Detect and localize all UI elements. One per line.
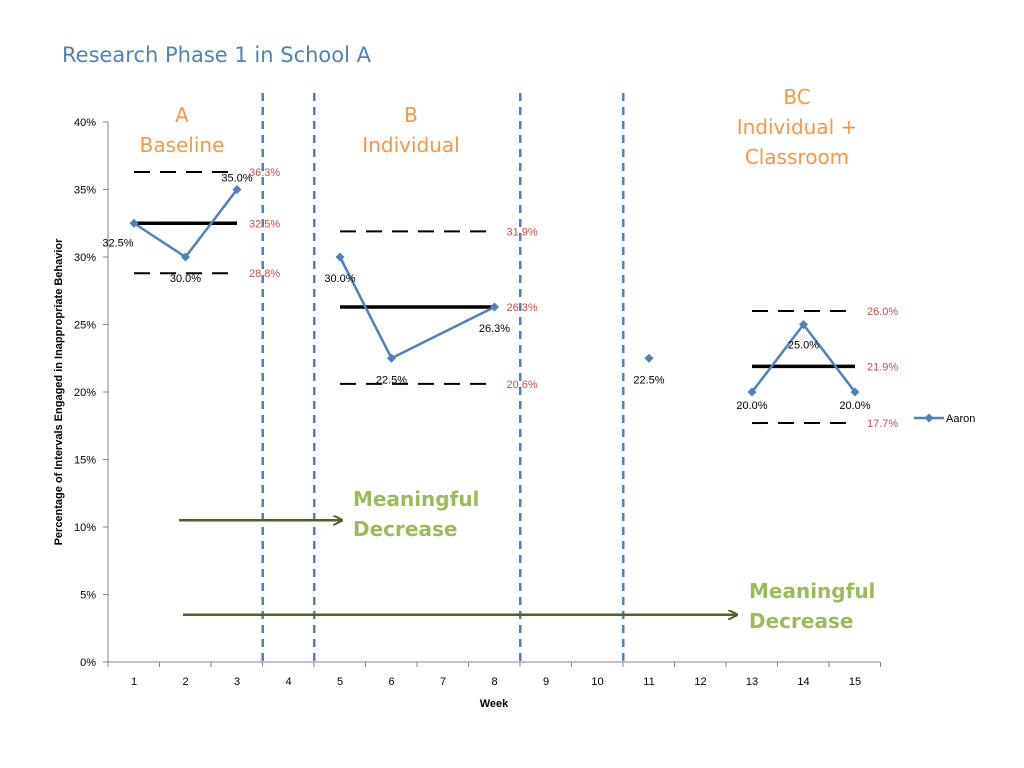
- x-tick-label: 5: [337, 676, 343, 688]
- data-label: 30.0%: [170, 273, 201, 285]
- slide-title: Research Phase 1 in School A: [62, 43, 372, 67]
- x-tick-label: 1: [131, 676, 137, 688]
- x-tick-label: 13: [746, 676, 758, 688]
- data-point-marker: [335, 252, 345, 262]
- data-label: 26.3%: [479, 323, 510, 335]
- data-point-marker: [387, 353, 396, 363]
- data-point-marker: [181, 252, 190, 262]
- phase-header-line: A: [175, 103, 189, 127]
- x-tick-label: 9: [543, 676, 549, 688]
- reference-value-label: 26.3%: [507, 302, 538, 314]
- reference-value-label: 21.9%: [867, 361, 898, 373]
- y-axis-label: Percentage of Intervals Engaged in Inapp…: [53, 238, 65, 546]
- x-tick-label: 8: [491, 676, 497, 688]
- annotation-arrows: [179, 520, 737, 615]
- reference-value-label: 28.8%: [249, 268, 280, 280]
- y-axis: 0% 5% 10% 15% 20% 25% 30% 35% 40%: [74, 117, 109, 669]
- reference-value-label: 31.9%: [507, 226, 538, 238]
- x-tick-label: 7: [440, 676, 446, 688]
- data-label: 32.5%: [102, 237, 133, 249]
- phase-header-line: Classroom: [745, 145, 849, 169]
- reference-value-label: 32.5%: [249, 218, 280, 230]
- reference-value-label: 36.3%: [249, 167, 280, 179]
- phase-header-1: B Individual: [362, 103, 459, 157]
- x-axis: 1 2 3 4 5 6 7 8 9 10 11 12 13 14 15: [107, 661, 881, 688]
- x-tick-label: 12: [694, 676, 706, 688]
- x-tick-label: 4: [285, 676, 291, 688]
- data-point-marker: [129, 218, 139, 228]
- annotation-line: Decrease: [749, 609, 853, 633]
- phase-header-0: A Baseline: [140, 103, 225, 157]
- data-label: 25.0%: [788, 340, 819, 352]
- data-label: 35.0%: [221, 173, 252, 185]
- reference-value-label: 26.0%: [867, 306, 898, 318]
- annotation-line: Decrease: [353, 517, 457, 541]
- data-point-marker: [747, 387, 757, 397]
- x-axis-label: Week: [480, 698, 509, 710]
- legend-marker: [924, 413, 934, 423]
- data-label: 30.0%: [324, 273, 355, 285]
- series-line: [751, 322, 856, 393]
- x-tick-label: 2: [182, 676, 188, 688]
- x-tick-label: 10: [591, 676, 603, 688]
- series-aaron: 32.5% 30.0% 35.0% 30.0% 22.5% 26.3% 22.5% 20.0%…: [102, 173, 870, 413]
- y-tick-label: 5%: [80, 590, 96, 602]
- phase-header-line: BC: [783, 85, 810, 109]
- data-label: 22.5%: [376, 374, 407, 386]
- y-tick-label: 15%: [74, 455, 96, 467]
- phase-header-line: Baseline: [140, 133, 225, 157]
- phase-headers: A Baseline B Individual BC Individual + Classr…: [140, 85, 858, 169]
- data-label: 20.0%: [736, 400, 767, 412]
- legend: Aaron: [914, 413, 975, 425]
- phase-header-line: Individual +: [737, 115, 858, 139]
- y-tick-label: 20%: [74, 387, 96, 399]
- legend-label: Aaron: [946, 413, 975, 425]
- x-tick-label: 6: [388, 676, 394, 688]
- meaningful-decrease-annotation: Meaningful Decrease: [353, 487, 479, 541]
- y-tick-label: 0%: [80, 657, 96, 669]
- y-tick-label: 35%: [74, 185, 96, 197]
- data-point-marker: [490, 302, 499, 312]
- x-tick-label: 3: [234, 676, 240, 688]
- phase-header-line: Individual: [362, 133, 459, 157]
- y-tick-label: 30%: [74, 252, 96, 264]
- reference-lines: 36.3% 32.5% 28.8% 31.9% 26.3% 20.6% 26.0% 21.9%…: [134, 167, 898, 430]
- data-point-marker: [644, 353, 654, 363]
- reference-value-label: 17.7%: [867, 418, 898, 430]
- x-tick-label: 14: [797, 676, 809, 688]
- reference-value-label: 20.6%: [507, 379, 538, 391]
- x-tick-label: 15: [849, 676, 861, 688]
- y-tick-label: 40%: [74, 117, 96, 129]
- x-tick-label: 11: [643, 676, 654, 688]
- meaningful-decrease-annotation: Meaningful Decrease: [749, 579, 875, 633]
- data-label: 20.0%: [839, 400, 870, 412]
- data-point-marker: [232, 185, 242, 194]
- phase-header-line: B: [404, 103, 418, 127]
- phase-header-2: BC Individual + Classroom: [737, 85, 858, 169]
- data-point-marker: [850, 387, 860, 397]
- data-point-marker: [799, 320, 808, 329]
- phase-change-lines: [261, 93, 625, 667]
- annotation-line: Meaningful: [353, 487, 479, 511]
- y-tick-label: 25%: [74, 320, 96, 332]
- annotation-line: Meaningful: [749, 579, 875, 603]
- y-tick-label: 10%: [74, 522, 96, 534]
- data-label: 22.5%: [633, 374, 664, 386]
- annotations: Meaningful Decrease Meaningful Decrease: [353, 487, 875, 633]
